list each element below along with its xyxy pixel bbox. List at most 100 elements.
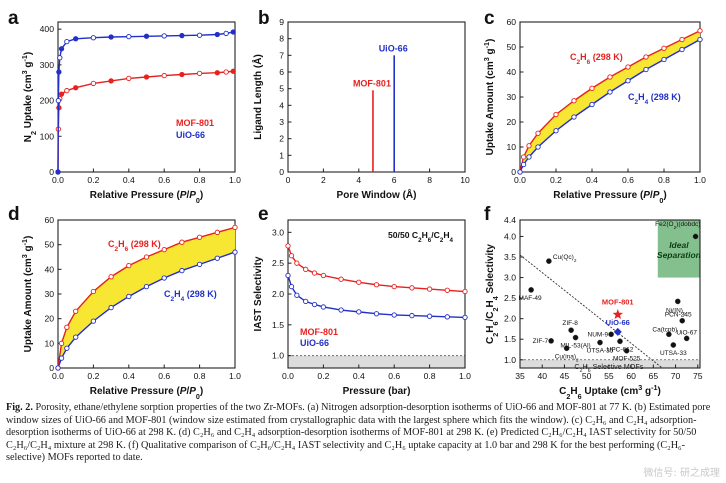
data-point xyxy=(196,32,203,38)
data-point xyxy=(607,89,613,95)
x-tick-label: 40 xyxy=(537,371,547,381)
panel-letter: c xyxy=(484,8,495,29)
mof-data-point xyxy=(548,338,554,344)
data-point xyxy=(426,286,433,292)
data-point xyxy=(90,288,97,295)
figure-canvas: a0.0 0.2 0.4 0.6 0.8 1.00100200300400Relative… xyxy=(8,8,706,401)
y-tick-label: 1 xyxy=(279,150,284,160)
data-point xyxy=(58,340,65,346)
legend-label: UiO-66 xyxy=(176,130,205,140)
y-tick-label: 60 xyxy=(506,17,516,27)
y-tick-label: 1.0 xyxy=(504,355,516,365)
y-tick-label: 400 xyxy=(40,24,55,34)
data-point xyxy=(58,46,65,52)
mof-point-label: PCN-245 xyxy=(665,312,692,319)
x-tick-label: 0.0 xyxy=(282,371,294,381)
data-point xyxy=(288,283,295,290)
y-tick-label: 0 xyxy=(511,167,516,177)
x-tick-label: 0.2 xyxy=(550,175,562,185)
data-point xyxy=(311,301,318,308)
data-point xyxy=(288,253,295,259)
data-point xyxy=(143,74,150,80)
mof-data-point xyxy=(666,331,672,338)
x-tick-label: 6 xyxy=(392,175,397,185)
data-point xyxy=(409,285,415,291)
legend-label: MOF-801 xyxy=(300,327,338,337)
data-point xyxy=(230,68,236,74)
data-point xyxy=(230,29,236,35)
series-label: C2H6 (298 K) xyxy=(108,239,161,253)
x-tick-label: 0.0 xyxy=(52,175,64,185)
x-tick-label: 0.0 xyxy=(52,371,64,381)
x-tick-label: 0.6 xyxy=(622,175,634,185)
y-axis-label: Uptake Amount (cm3 g-1) xyxy=(20,236,35,353)
legend-label: MOF-801 xyxy=(176,118,214,128)
mof-data-point xyxy=(679,317,686,324)
panel-a: a 0.0 0.2 0.4 0.6 0.8 1.0 0 100 200 300 400 Relative… xyxy=(8,8,241,205)
x-axis-label: Relative Pressure (P/P0) xyxy=(90,190,204,205)
x-tick-label: 0.6 xyxy=(158,371,170,381)
y-tick-label: 300 xyxy=(40,60,55,70)
data-point xyxy=(409,312,415,319)
data-point xyxy=(517,169,523,175)
plot-frame xyxy=(519,219,701,369)
data-point xyxy=(179,267,185,274)
y-tick-label: 5 xyxy=(279,84,284,94)
data-point xyxy=(553,128,559,134)
x-tick-label: 1.0 xyxy=(459,371,471,381)
data-point xyxy=(73,308,79,314)
data-point xyxy=(179,71,185,78)
y-axis-label: C2H6/C2H4 Selectivity xyxy=(485,244,500,344)
data-point xyxy=(143,283,150,290)
y-tick-label: 200 xyxy=(40,96,55,106)
data-point xyxy=(214,255,220,261)
y-tick-label: 2.0 xyxy=(272,289,284,299)
mof-data-point xyxy=(528,287,534,293)
data-point xyxy=(232,224,238,231)
data-point xyxy=(73,36,79,42)
data-point xyxy=(161,275,167,281)
y-tick-label: 0 xyxy=(279,167,284,177)
data-point xyxy=(391,312,397,318)
figure: a 0.0 0.2 0.4 0.6 0.8 1.0 0 100 200 300 400 Relative… xyxy=(8,8,706,401)
data-point xyxy=(161,72,167,79)
data-point xyxy=(679,36,685,43)
x-axis-label: Pore Window (Å) xyxy=(337,188,417,201)
data-point xyxy=(462,288,468,295)
data-point xyxy=(526,143,532,149)
mof-data-point xyxy=(572,334,579,341)
y-tick-label: 50 xyxy=(506,42,516,52)
data-point xyxy=(661,45,667,51)
y-tick-label: 2.5 xyxy=(504,293,516,303)
data-point xyxy=(108,34,114,40)
data-point xyxy=(444,314,450,320)
data-point xyxy=(214,70,220,76)
data-point xyxy=(303,298,309,305)
data-point xyxy=(320,304,327,310)
x-axis-label: Relative Pressure (P/P0) xyxy=(553,190,667,205)
data-point xyxy=(108,274,114,280)
data-point xyxy=(643,66,649,73)
mof-point-label: ZIF-7 xyxy=(533,338,549,345)
figure-caption: Fig. 2. Porosity, ethane/ethylene sorpti… xyxy=(6,402,718,480)
mof-point-label: ZIF-8 xyxy=(562,320,578,327)
panel-letter: b xyxy=(258,8,270,29)
y-tick-label: 40 xyxy=(506,67,516,77)
data-point xyxy=(73,334,79,340)
data-point xyxy=(90,318,97,324)
data-point xyxy=(356,279,362,285)
mixture-label: 50/50 C2H6/C2H4 xyxy=(388,230,454,244)
mof-801-star xyxy=(612,309,624,320)
x-tick-label: 0.4 xyxy=(586,175,598,185)
data-point xyxy=(64,345,70,351)
x-tick-label: 45 xyxy=(560,371,570,381)
series-label: C2H4 (298 K) xyxy=(164,289,217,303)
x-tick-label: 8 xyxy=(427,175,432,185)
mof-point-label: UiO-67 xyxy=(676,329,697,336)
panel-letter: f xyxy=(484,204,491,225)
data-point xyxy=(285,272,291,279)
data-point xyxy=(373,282,380,288)
x-tick-label: 50 xyxy=(582,371,592,381)
mof-data-point xyxy=(597,339,603,346)
data-point xyxy=(58,91,65,97)
